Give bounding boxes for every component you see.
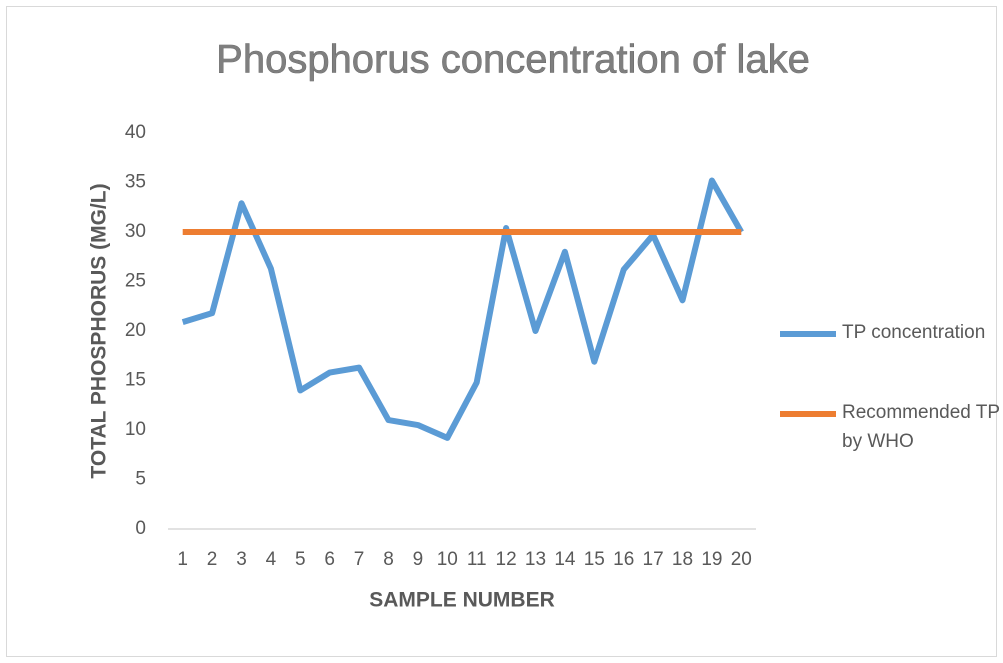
x-tick-label: 1 [177,549,188,570]
x-tick-label: 8 [383,549,394,570]
legend-label: TP concentration [842,322,986,343]
x-axis-label: SAMPLE NUMBER [369,589,555,612]
y-tick-label: 5 [135,469,146,490]
x-tick-label: 7 [354,549,365,570]
x-tick-label: 12 [496,549,517,570]
x-tick-label: 20 [731,549,752,570]
x-tick-label: 3 [236,549,247,570]
x-tick-label: 19 [701,549,722,570]
x-tick-label: 2 [207,549,218,570]
x-tick-label: 15 [584,549,605,570]
y-tick-label: 20 [125,320,146,341]
x-tick-label: 6 [324,549,335,570]
y-axis-label: TOTAL PHOSPHORUS (MG/L) [88,183,111,478]
x-tick-label: 9 [413,549,424,570]
x-tick-label: 18 [672,549,693,570]
x-tick-label: 11 [467,549,487,570]
x-tick-label: 10 [437,549,458,570]
x-tick-label: 5 [295,549,306,570]
y-tick-label: 25 [125,271,146,292]
y-tick-label: 35 [125,172,146,193]
x-tick-label: 14 [554,549,576,570]
y-tick-label: 0 [135,518,146,539]
series-line [181,177,744,441]
chart-title: Phosphorus concentration of lake [216,38,810,82]
y-tick-label: 10 [125,419,146,440]
y-tick-label: 15 [125,370,146,391]
x-tick-label: 16 [613,549,634,570]
x-tick-label: 13 [525,549,546,570]
legend-label: Recommended TP by WHO [842,402,1000,452]
y-tick-label: 30 [125,221,146,242]
y-tick-label: 40 [125,122,146,143]
chart-border [6,6,997,657]
x-tick-label: 4 [266,549,277,570]
x-tick-label: 17 [643,549,664,570]
